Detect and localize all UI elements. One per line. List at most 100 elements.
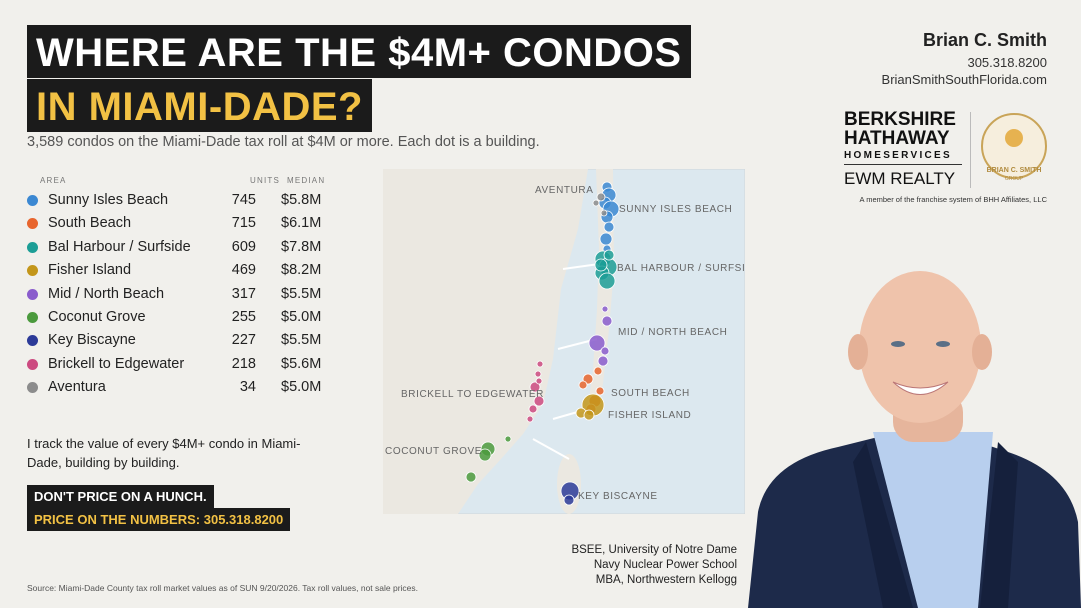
credentials: BSEE, University of Notre Dame Navy Nucl… bbox=[571, 543, 737, 588]
building-dot bbox=[597, 355, 609, 367]
building-dot bbox=[592, 199, 600, 207]
portrait bbox=[748, 271, 1081, 608]
area-name: Coconut Grove bbox=[48, 309, 146, 325]
map-label: COCONUT GROVE bbox=[385, 446, 482, 457]
group-badge: BRIAN C. SMITH GROUP bbox=[981, 113, 1047, 182]
title-line: WHERE ARE THE $4M+ CONDOS bbox=[27, 25, 691, 78]
building-dot bbox=[594, 258, 608, 272]
area-name: Bal Harbour / Surfside bbox=[48, 238, 191, 255]
median: $8.2M bbox=[281, 262, 322, 279]
ear bbox=[848, 334, 868, 370]
units: 317 bbox=[231, 285, 256, 302]
credential: MBA, Northwestern Kellogg bbox=[595, 574, 737, 586]
median: $7.8M bbox=[281, 238, 322, 255]
building-dot bbox=[596, 192, 606, 202]
building-dot bbox=[528, 404, 538, 414]
building-dot bbox=[600, 346, 610, 356]
median: $5.0M bbox=[281, 309, 322, 325]
building-dot bbox=[601, 315, 613, 327]
median: $5.5M bbox=[281, 285, 322, 302]
building-dot bbox=[601, 305, 609, 313]
map-label: AVENTURA bbox=[535, 185, 594, 196]
building-dot bbox=[535, 377, 543, 385]
units: 469 bbox=[231, 262, 256, 279]
badge-name: BRIAN C. SMITH bbox=[987, 167, 1042, 174]
building-dot bbox=[578, 380, 588, 390]
building-dot bbox=[465, 471, 477, 483]
lapel bbox=[853, 442, 1018, 608]
map-label: MID / NORTH BEACH bbox=[618, 327, 727, 338]
area-dot bbox=[27, 195, 38, 206]
column-header: MEDIAN bbox=[287, 176, 326, 185]
shirt bbox=[873, 432, 993, 608]
building-dot bbox=[529, 381, 541, 393]
badge-group: GROUP bbox=[1005, 176, 1024, 182]
units: 715 bbox=[231, 215, 256, 232]
column-header: AREA bbox=[40, 176, 67, 185]
median: $5.6M bbox=[281, 355, 322, 372]
cta-line: PRICE ON THE NUMBERS: 305.318.8200 bbox=[27, 508, 291, 531]
median: $5.5M bbox=[281, 332, 322, 349]
units: 255 bbox=[231, 309, 256, 325]
median: $6.1M bbox=[281, 215, 322, 232]
median: $5.0M bbox=[281, 379, 322, 396]
area-name: Sunny Isles Beach bbox=[48, 192, 169, 208]
area-dot bbox=[27, 241, 38, 253]
units: 745 bbox=[231, 192, 256, 208]
building-dot bbox=[598, 272, 616, 290]
mainland bbox=[383, 169, 588, 514]
map-label: SOUTH BEACH bbox=[611, 388, 690, 399]
building-dot bbox=[599, 232, 613, 246]
brand-rule bbox=[844, 164, 962, 165]
area-name: South Beach bbox=[48, 215, 132, 232]
area-name: Brickell to Edgewater bbox=[48, 355, 185, 372]
contact-website: BrianSmithSouthFlorida.com bbox=[881, 72, 1047, 87]
building-dot bbox=[588, 334, 606, 352]
building-dot bbox=[534, 370, 542, 378]
area-name: Fisher Island bbox=[48, 262, 132, 279]
map-label: FISHER ISLAND bbox=[608, 410, 691, 421]
area-dot bbox=[27, 265, 38, 277]
area-dot bbox=[27, 218, 38, 230]
building-dot bbox=[536, 360, 544, 368]
area-name: Key Biscayne bbox=[48, 332, 136, 349]
ear bbox=[972, 334, 992, 370]
building-dot bbox=[478, 448, 492, 462]
units: 227 bbox=[231, 332, 256, 349]
area-dot bbox=[27, 358, 38, 370]
column-header: UNITS bbox=[250, 176, 280, 185]
causeway bbox=[562, 263, 600, 270]
building-dot bbox=[563, 494, 575, 506]
area-name: Mid / North Beach bbox=[48, 285, 165, 302]
area-name: Aventura bbox=[48, 379, 106, 396]
badge-sun bbox=[1005, 129, 1023, 147]
map-label: KEY BISCAYNE bbox=[578, 491, 658, 502]
units: 609 bbox=[231, 238, 256, 255]
map: AVENTURA SUNNY ISLES BEACH BAL HARBOUR /… bbox=[383, 169, 745, 514]
brand-line: HOMESERVICES bbox=[844, 150, 952, 161]
building-dot bbox=[603, 221, 615, 233]
building-dot bbox=[595, 386, 605, 396]
building-dot bbox=[593, 366, 603, 376]
brand-line: EWM REALTY bbox=[844, 169, 956, 188]
building-dot bbox=[526, 415, 534, 423]
area-dot bbox=[27, 312, 38, 323]
eye bbox=[936, 341, 950, 347]
building-dot bbox=[603, 249, 615, 261]
map-label: SUNNY ISLES BEACH bbox=[619, 204, 732, 215]
area-dot bbox=[27, 288, 38, 300]
contact-phone: 305.318.8200 bbox=[967, 55, 1047, 70]
title-line: IN MIAMI-DADE? bbox=[27, 79, 372, 132]
causeway bbox=[532, 438, 570, 460]
area-dot bbox=[27, 335, 38, 347]
head bbox=[859, 271, 981, 423]
credential: Navy Nuclear Power School bbox=[593, 559, 737, 571]
brand-line: HATHAWAY bbox=[844, 128, 950, 149]
source-note: Source: Miami-Dade County tax roll marke… bbox=[27, 583, 419, 593]
eye bbox=[891, 341, 905, 347]
building-dot bbox=[533, 395, 545, 407]
brand-line: BERKSHIRE bbox=[844, 109, 956, 130]
building-dot bbox=[600, 209, 608, 217]
map-label: BRICKELL TO EDGEWATER bbox=[401, 389, 544, 400]
